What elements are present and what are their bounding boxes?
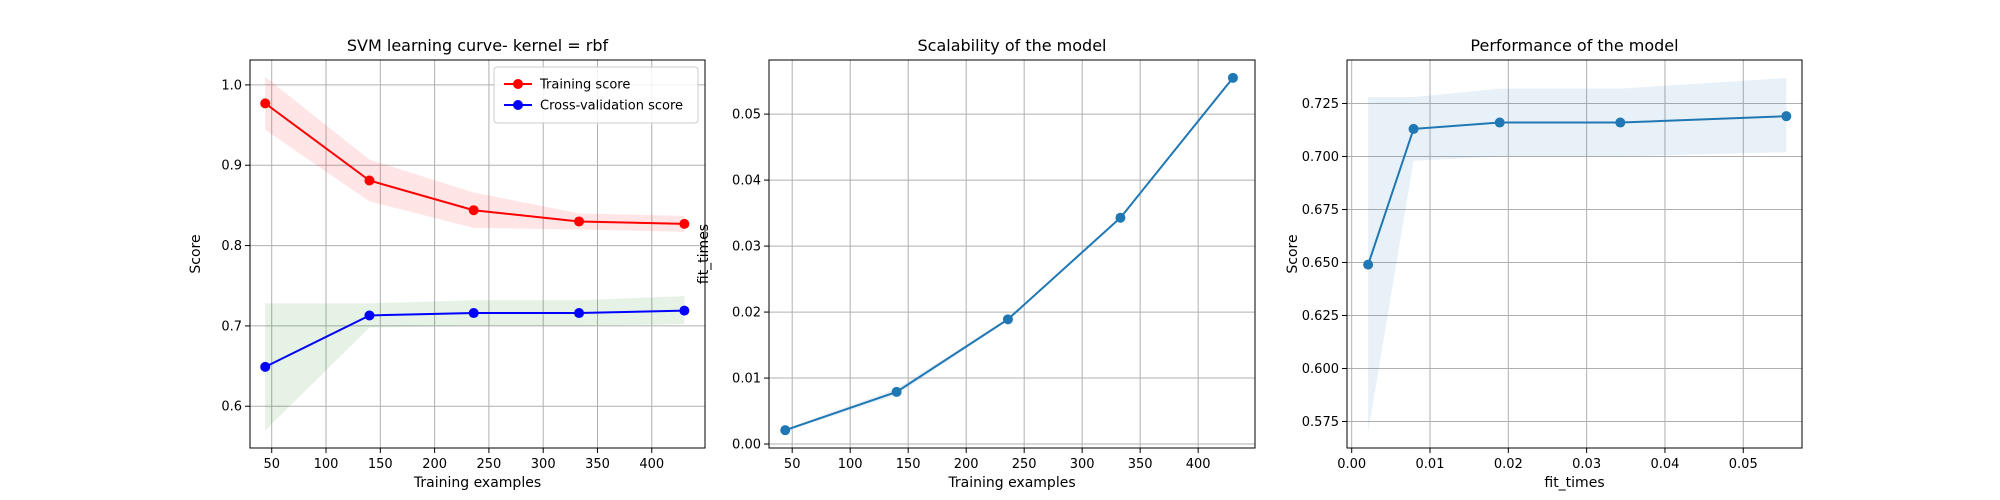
learning-curve-chart: 50 100 150 200 250 300 350 400 0.6 0.7 0.8 0.9 1.0 SV…: [188, 36, 706, 491]
axes-frame: [249, 59, 706, 449]
data-point: [1002, 314, 1013, 325]
x-tick-label: 0.04: [1650, 457, 1679, 472]
x-tick-label: 200: [422, 457, 447, 472]
x-tick-label: 150: [368, 457, 393, 472]
x-tick-label: 0.03: [1572, 457, 1601, 472]
x-tick-label: 200: [954, 457, 979, 472]
data-point: [468, 308, 479, 319]
x-tick-label: 350: [1128, 457, 1153, 472]
chart-title: Scalability of the model: [918, 36, 1107, 55]
data-point: [468, 205, 479, 216]
data-point: [679, 305, 690, 316]
x-tick-label: 400: [639, 457, 664, 472]
y-tick-label: 0.600: [1302, 362, 1339, 377]
y-tick-label: 0.650: [1302, 256, 1339, 271]
y-tick-label: 0.05: [732, 108, 761, 123]
data-point: [1227, 72, 1238, 83]
y-tick-label: 0.675: [1302, 203, 1339, 218]
data-point: [780, 425, 791, 436]
confidence-band: [265, 296, 685, 431]
confidence-band: [1368, 78, 1787, 433]
y-tick-label: 0.03: [732, 240, 761, 255]
y-tick-label: 0.575: [1302, 415, 1339, 430]
data-point: [260, 98, 271, 109]
x-tick-label: 300: [1070, 457, 1095, 472]
x-tick-label: 250: [1012, 457, 1037, 472]
y-axis-label: Score: [188, 234, 204, 273]
data-point: [679, 218, 690, 229]
x-axis-label: fit_times: [1544, 475, 1604, 491]
chart-title: SVM learning curve- kernel = rbf: [347, 36, 609, 55]
y-tick-label: 0.9: [221, 159, 242, 174]
data-point: [1494, 117, 1505, 128]
y-tick-label: 0.625: [1302, 309, 1339, 324]
data-point: [260, 361, 271, 372]
data-point: [1408, 123, 1419, 134]
chart-title: Performance of the model: [1470, 36, 1678, 55]
data-point: [364, 310, 375, 321]
legend-entry: Cross-validation score: [540, 99, 683, 114]
legend-entry: Training score: [539, 78, 630, 93]
data-point: [1781, 111, 1792, 122]
x-tick-label: 100: [314, 457, 339, 472]
x-tick-label: 0.00: [1337, 457, 1366, 472]
x-tick-label: 150: [896, 457, 921, 472]
data-point: [364, 175, 375, 186]
y-tick-label: 1.0: [221, 78, 242, 93]
data-point: [1615, 117, 1626, 128]
y-axis-label: fit_times: [696, 224, 712, 284]
y-tick-label: 0.700: [1302, 150, 1339, 165]
data-point: [574, 308, 585, 319]
y-tick-label: 0.6: [221, 400, 242, 415]
axes-frame: [768, 59, 1256, 449]
scalability-chart: 50 100 150 200 250 300 350 400 0.00 0.01 0.02 0.03 0…: [696, 36, 1256, 491]
y-tick-label: 0.725: [1302, 97, 1339, 112]
x-tick-label: 0.05: [1729, 457, 1758, 472]
legend-swatch-marker: [513, 79, 523, 89]
y-axis-label: Score: [1285, 234, 1301, 273]
x-tick-label: 100: [838, 457, 863, 472]
x-tick-label: 400: [1186, 457, 1211, 472]
legend-swatch-marker: [513, 100, 523, 110]
y-tick-label: 0.02: [732, 306, 761, 321]
y-tick-label: 0.04: [732, 174, 761, 189]
x-tick-label: 250: [476, 457, 501, 472]
y-tick-label: 0.8: [221, 239, 242, 254]
x-tick-label: 300: [531, 457, 556, 472]
legend: Training score Cross-validation score: [493, 66, 699, 124]
y-tick-label: 0.01: [732, 372, 761, 387]
x-tick-label: 0.02: [1494, 457, 1523, 472]
data-point: [1115, 212, 1126, 223]
x-axis-label: Training examples: [413, 475, 541, 491]
x-tick-label: 0.01: [1416, 457, 1445, 472]
x-tick-label: 50: [263, 457, 280, 472]
data-point: [574, 216, 585, 227]
legend-box: [493, 66, 699, 124]
series-line: [784, 77, 1234, 432]
x-axis-label: Training examples: [947, 475, 1075, 491]
performance-chart: 0.00 0.01 0.02 0.03 0.04 0.05 0.575 0.600 0.625 0…: [1285, 36, 1803, 491]
axes-frame: [1346, 59, 1803, 449]
data-point: [891, 386, 902, 397]
x-tick-label: 350: [585, 457, 610, 472]
confidence-band: [265, 76, 685, 232]
y-tick-label: 0.7: [221, 319, 242, 334]
data-point: [1363, 259, 1374, 270]
x-tick-label: 50: [784, 457, 801, 472]
y-tick-label: 0.00: [732, 438, 761, 453]
